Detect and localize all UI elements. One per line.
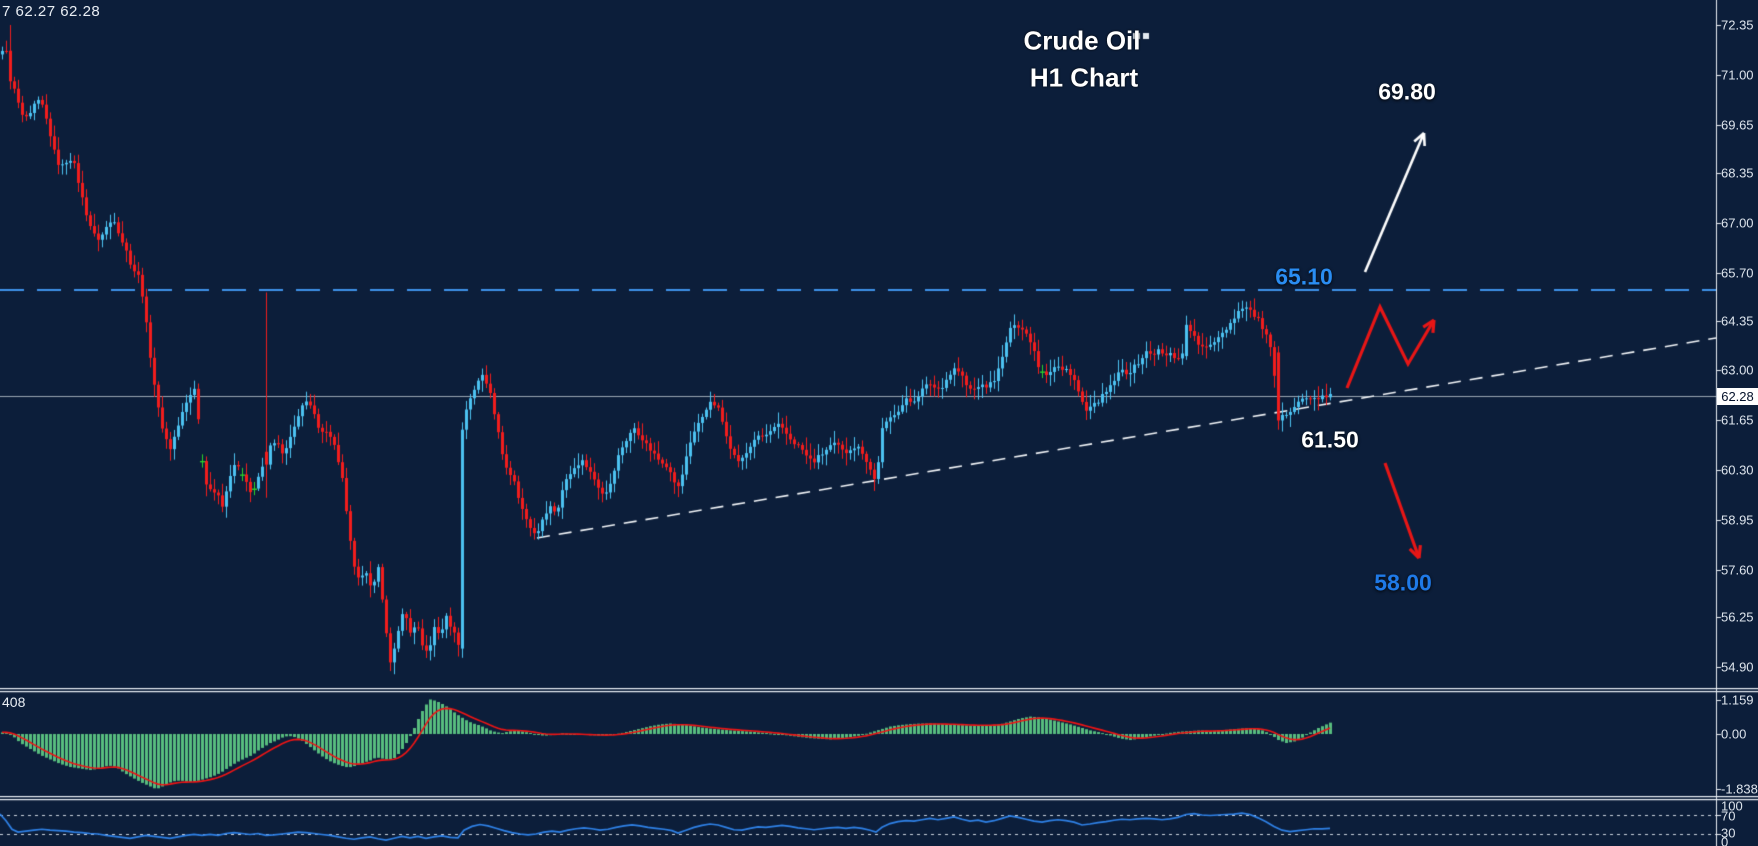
price-axis-label: 54.90 xyxy=(1721,659,1754,675)
current-price-badge: 62.28 xyxy=(1717,388,1758,405)
rsi-axis-label: 100 xyxy=(1721,798,1743,814)
price-axis-label: 60.30 xyxy=(1721,462,1754,478)
price-axis-label: 72.35 xyxy=(1721,17,1754,33)
price-axis-label: 69.65 xyxy=(1721,117,1754,133)
macd-axis-label: -1.838 xyxy=(1721,781,1758,797)
price-axis-label: 56.25 xyxy=(1721,609,1754,625)
chart-title-line1: Crude Oil xyxy=(1023,25,1141,56)
support-label[interactable]: 61.50 xyxy=(1301,426,1359,453)
resistance-label[interactable]: 65.10 xyxy=(1275,263,1333,290)
macd-value-label: 408 xyxy=(2,694,26,710)
price-axis-label: 65.70 xyxy=(1721,265,1754,281)
price-axis-label: 67.00 xyxy=(1721,215,1754,231)
price-axis-label: 71.00 xyxy=(1721,67,1754,83)
rsi-axis-label: 30 xyxy=(1721,825,1736,841)
price-axis-label: 64.35 xyxy=(1721,313,1754,329)
rsi-axis-label: 0 xyxy=(1721,834,1729,846)
price-axis-label: 58.95 xyxy=(1721,512,1754,528)
price-axis-label: 61.65 xyxy=(1721,412,1754,428)
chart-title-line2: H1 Chart xyxy=(1029,62,1139,93)
rsi-axis-label: 70 xyxy=(1721,808,1736,824)
macd-axis-label: 0.00 xyxy=(1721,726,1747,742)
price-axis-label: 68.35 xyxy=(1721,165,1754,181)
target-up-label[interactable]: 69.80 xyxy=(1378,78,1436,105)
price-axis-label: 63.00 xyxy=(1721,362,1754,378)
macd-axis-label: 1.159 xyxy=(1721,692,1754,708)
target-down-label[interactable]: 58.00 xyxy=(1374,569,1432,596)
price-axis-label: 57.60 xyxy=(1721,562,1754,578)
symbol-info: 7 62.27 62.28 xyxy=(2,3,101,20)
